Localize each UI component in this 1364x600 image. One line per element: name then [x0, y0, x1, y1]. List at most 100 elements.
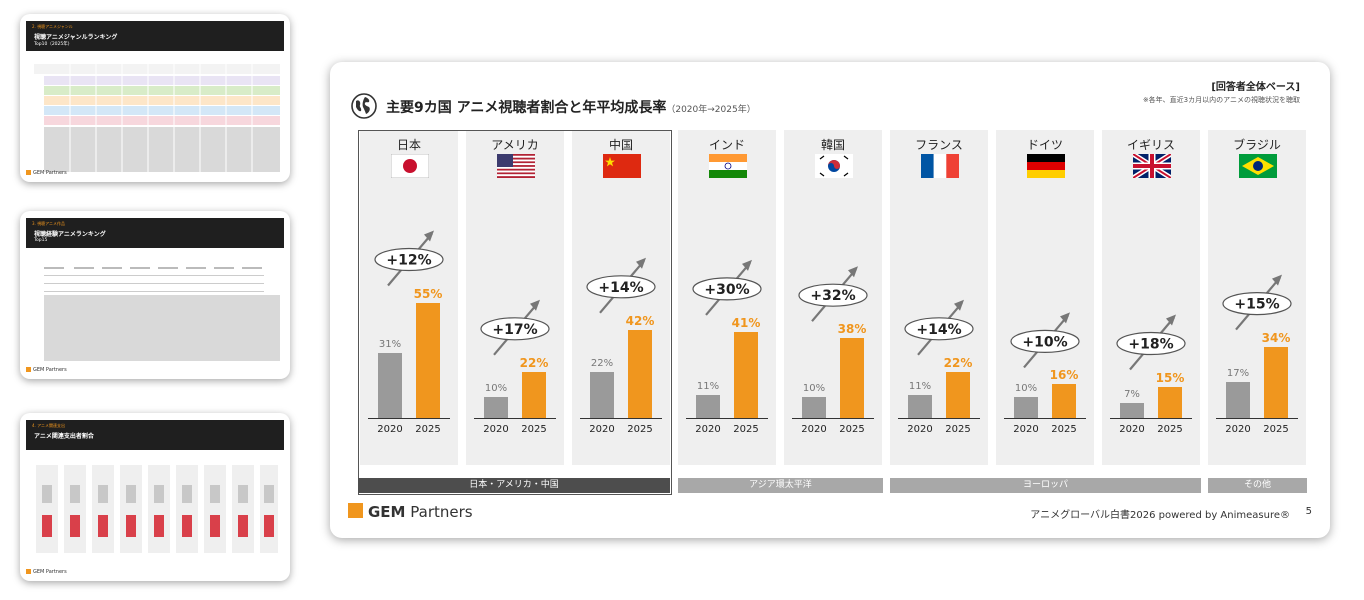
- country-name: ドイツ: [1026, 138, 1063, 152]
- thumbnail-logo: GEM Partners: [26, 367, 67, 373]
- x-tick-label-2020: 2020: [377, 424, 403, 435]
- growth-rate-annotation: +12%: [374, 230, 444, 287]
- x-tick-label-2025: 2025: [945, 424, 971, 435]
- x-tick-label-2025: 2025: [521, 424, 547, 435]
- bar-2025: [946, 371, 970, 418]
- chart-baseline: [1110, 418, 1192, 419]
- thumbnail-title: 視聴経験アニメランキング: [34, 231, 106, 238]
- bar-2020: [378, 352, 402, 418]
- region-label-europe: ヨーロッパ: [890, 478, 1201, 493]
- globe-icon: [351, 93, 377, 119]
- chart-baseline: [792, 418, 874, 419]
- data-label-2020: 22%: [590, 357, 614, 369]
- gem-partners-logo: GEM Partners: [348, 503, 473, 521]
- bar-2020: [1120, 403, 1144, 418]
- growth-rate-label: +30%: [704, 282, 749, 298]
- chart-baseline: [686, 418, 768, 419]
- base-label: [回答者全体ベース]: [1211, 82, 1300, 93]
- country-name: ブラジル: [1233, 138, 1281, 152]
- chart-baseline: [1216, 418, 1298, 419]
- thumbnail-header: 4. アニメ関連支出 アニメ関連支出者割合: [26, 420, 284, 450]
- bar-2025: [522, 371, 546, 418]
- data-label-2025: 22%: [943, 355, 973, 370]
- china-flag-icon: [603, 154, 641, 178]
- bar-2020: [590, 371, 614, 418]
- data-label-2020: 17%: [1226, 368, 1250, 380]
- bar-2025: [1158, 386, 1182, 418]
- x-tick-label-2020: 2020: [483, 424, 509, 435]
- uk-flag-icon: [1131, 151, 1173, 181]
- bar-2020: [1014, 397, 1038, 418]
- growth-rate-annotation: +15%: [1222, 274, 1292, 331]
- data-label-2020: 11%: [696, 380, 720, 392]
- data-label-2025: 41%: [731, 315, 761, 330]
- x-tick-label-2025: 2025: [839, 424, 865, 435]
- gem-logo-square-icon: [348, 503, 363, 518]
- country-column: 中国 22% 42% 2020 2025 +14%: [572, 130, 670, 465]
- x-tick-label-2025: 2025: [1157, 424, 1183, 435]
- thumbnail-ranking-table: [44, 267, 280, 361]
- thumbnail-ranking-table: [34, 64, 280, 172]
- base-note: [回答者全体ベース] ※各年、直近3カ月以内のアニメの視聴状況を聴取: [1143, 78, 1300, 105]
- x-tick-label-2020: 2020: [1119, 424, 1145, 435]
- slide-thumbnail-1[interactable]: 2. 視聴アニメジャンル 視聴アニメジャンルランキング Top10（2025年)…: [20, 14, 290, 182]
- data-label-2020: 10%: [802, 383, 826, 394]
- thumbnail-section: 3. 視聴アニメ作品: [32, 221, 66, 226]
- thumbnail-subtitle: Top10（2025年): [34, 42, 70, 47]
- data-label-2025: 16%: [1049, 368, 1079, 383]
- bar-2025: [1052, 384, 1076, 418]
- germany-flag-icon: [1027, 154, 1065, 178]
- usa-flag-icon: [497, 154, 535, 178]
- data-label-2020: 11%: [908, 380, 932, 392]
- slide-title-text: 主要9カ国 アニメ視聴者割合と年平均成長率: [386, 100, 667, 116]
- x-tick-label-2020: 2020: [589, 424, 615, 435]
- country-column: フランス 11% 22% 2020 2025 +14%: [890, 130, 988, 465]
- slide-footer: アニメグローバル白書2026 powered by Animeasure®: [1030, 510, 1290, 521]
- country-column: ブラジル 17% 34% 2020 2025 +15%: [1208, 130, 1306, 465]
- region-label-other: その他: [1208, 478, 1307, 493]
- growth-rate-label: +10%: [1022, 334, 1067, 350]
- region-label-asia-pacific: アジア環太平洋: [678, 478, 883, 493]
- slide-thumbnail-3[interactable]: 4. アニメ関連支出 アニメ関連支出者割合 GEM Partners: [20, 413, 290, 581]
- japan-usa-china-frame: [358, 130, 672, 495]
- growth-rate-label: +15%: [1234, 297, 1279, 313]
- x-tick-label-2020: 2020: [907, 424, 933, 435]
- data-label-2020: 10%: [484, 383, 508, 394]
- thumbnail-title: 視聴アニメジャンルランキング: [34, 34, 118, 41]
- thumbnail-section: 2. 視聴アニメジャンル: [32, 24, 73, 29]
- bar-2020: [908, 394, 932, 418]
- bar-2020: [484, 397, 508, 418]
- data-label-2025: 55%: [413, 286, 443, 301]
- korea-flag-icon: [815, 154, 853, 178]
- chart-baseline: [368, 418, 450, 419]
- growth-rate-annotation: +17%: [480, 299, 550, 356]
- bar-2025: [416, 302, 440, 418]
- growth-rate-annotation: +14%: [586, 257, 656, 314]
- thumbnail-section: 4. アニメ関連支出: [32, 423, 66, 428]
- thumbnail-logo: GEM Partners: [26, 170, 67, 176]
- growth-rate-label: +14%: [916, 322, 961, 338]
- thumbnail-subtitle: Top15: [34, 238, 48, 243]
- brazil-flag-icon: [1239, 154, 1277, 178]
- page-number: 5: [1305, 506, 1312, 517]
- bar-2020: [1226, 382, 1250, 418]
- country-column: 韓国 10% 38% 2020 2025 +32%: [784, 130, 882, 465]
- x-tick-label-2020: 2020: [801, 424, 827, 435]
- country-name: 日本: [396, 138, 421, 152]
- country-name: 韓国: [820, 138, 845, 152]
- japan-flag-icon: [390, 153, 430, 179]
- base-note-text: ※各年、直近3カ月以内のアニメの視聴状況を聴取: [1142, 96, 1300, 104]
- growth-rate-label: +17%: [492, 322, 537, 338]
- slide-title-period: （2020年→2025年）: [666, 105, 756, 115]
- slide-thumbnail-2[interactable]: 3. 視聴アニメ作品 視聴経験アニメランキング Top15 GEM Partne…: [20, 211, 290, 379]
- x-tick-label-2025: 2025: [1263, 424, 1289, 435]
- main-slide: 主要9カ国 アニメ視聴者割合と年平均成長率（2020年→2025年） [回答者全…: [330, 62, 1330, 538]
- thumbnail-chart: [36, 465, 278, 553]
- country-name: 中国: [608, 138, 633, 152]
- chart-baseline: [474, 418, 556, 419]
- india-flag-icon: [709, 154, 747, 178]
- country-column: 日本 31% 55% 2020 2025 +12%: [360, 130, 458, 465]
- chart-baseline: [580, 418, 662, 419]
- x-tick-label-2025: 2025: [415, 424, 441, 435]
- bar-2025: [1264, 346, 1288, 418]
